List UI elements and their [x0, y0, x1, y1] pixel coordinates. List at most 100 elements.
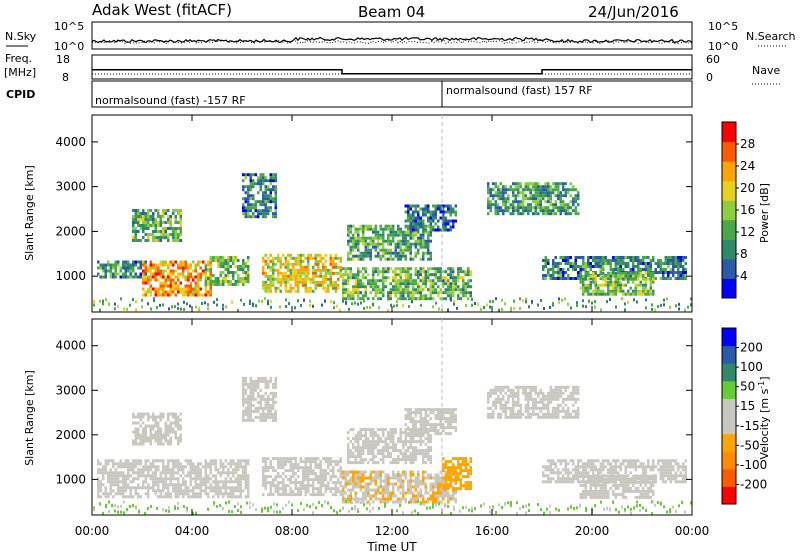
echo-cell: [409, 294, 412, 298]
echo-cell: [567, 191, 570, 195]
echo-cell: [524, 194, 527, 198]
echo-cell: [329, 460, 332, 464]
echo-cell: [422, 426, 425, 430]
echo-cell: [164, 290, 167, 294]
echo-cell: [417, 276, 420, 280]
echo-cell: [162, 272, 165, 276]
echo-cell: [294, 271, 297, 275]
echo-cell: [242, 397, 245, 401]
echo-cell: [642, 283, 645, 287]
echo-cell: [229, 462, 232, 466]
echo-cell: [339, 265, 342, 269]
echo-cell: [127, 462, 130, 466]
echo-cell: [359, 227, 362, 231]
echo-cell: [292, 262, 295, 266]
echo-cell: [122, 495, 125, 499]
echo-cell: [107, 474, 110, 478]
echo-cell: [152, 462, 155, 466]
echo-cell: [402, 291, 405, 295]
echo-cell: [615, 305, 617, 309]
echo-cell: [209, 483, 212, 487]
echo-cell: [289, 493, 292, 497]
echo-cell: [502, 188, 505, 192]
echo-cell: [407, 285, 410, 289]
echo-cell: [112, 272, 115, 276]
echo-cell: [264, 203, 267, 207]
echo-cell: [259, 415, 262, 419]
echo-cell: [449, 219, 452, 223]
echo-cell: [127, 483, 130, 487]
echo-cell: [274, 212, 277, 216]
echo-cell: [637, 283, 640, 287]
echo-cell: [549, 197, 552, 201]
echo-cell: [282, 274, 285, 278]
echo-cell: [412, 426, 415, 430]
echo-cell: [447, 478, 450, 482]
echo-cell: [424, 423, 427, 427]
echo-cell: [105, 298, 107, 302]
echo-cell: [349, 428, 352, 432]
echo-cell: [189, 281, 192, 285]
echo-cell: [564, 256, 567, 259]
echo-cell: [619, 280, 622, 284]
echo-cell: [424, 500, 427, 504]
echo-cell: [449, 282, 452, 286]
echo-cell: [677, 268, 680, 271]
echo-cell: [588, 299, 590, 303]
echo-cell: [387, 227, 390, 231]
echo-cell: [662, 274, 665, 277]
echo-cell: [544, 265, 547, 268]
echo-cell: [114, 275, 117, 279]
echo-cell: [144, 427, 147, 431]
echo-cell: [169, 233, 172, 236]
echo-cell: [359, 455, 362, 459]
echo-cell: [422, 236, 425, 240]
echo-cell: [224, 262, 227, 265]
echo-cell: [419, 257, 422, 261]
echo-cell: [367, 227, 370, 231]
echo-cell: [369, 236, 372, 240]
echo-cell: [182, 272, 185, 276]
echo-cell: [264, 209, 267, 213]
echo-cell: [132, 266, 135, 270]
echo-cell: [357, 452, 360, 456]
echo-cell: [349, 297, 352, 301]
echo-cell: [129, 303, 131, 307]
echo-cell: [649, 274, 652, 278]
echo-cell: [117, 462, 120, 466]
echo-cell: [444, 282, 447, 286]
echo-cell: [129, 272, 132, 276]
echo-cell: [599, 292, 602, 296]
echo-cell: [397, 233, 400, 237]
echo-cell: [467, 279, 470, 283]
echo-cell: [432, 297, 435, 301]
echo-cell: [444, 216, 447, 220]
echo-cell: [162, 284, 165, 288]
echo-cell: [417, 251, 420, 255]
echo-cell: [382, 288, 385, 292]
echo-cell: [329, 259, 332, 263]
echo-cell: [302, 478, 305, 482]
echo-cell: [362, 257, 365, 261]
echo-cell: [209, 265, 212, 268]
echo-cell: [297, 271, 300, 275]
echo-cell: [549, 305, 551, 309]
echo-cell: [167, 227, 170, 230]
echo-cell: [679, 271, 682, 274]
echo-cell: [132, 480, 135, 484]
echo-cell: [354, 494, 357, 498]
echo-cell: [632, 268, 635, 271]
echo-cell: [317, 259, 320, 263]
echo-cell: [157, 221, 160, 224]
echo-cell: [561, 298, 563, 302]
echo-cell: [144, 281, 147, 285]
echo-cell: [462, 460, 465, 464]
echo-cell: [242, 465, 245, 469]
echo-cell: [114, 480, 117, 484]
echo-cell: [249, 197, 252, 201]
echo-cell: [314, 460, 317, 464]
echo-cell: [659, 262, 662, 265]
echo-cell: [169, 227, 172, 230]
echo-cell: [282, 487, 285, 491]
